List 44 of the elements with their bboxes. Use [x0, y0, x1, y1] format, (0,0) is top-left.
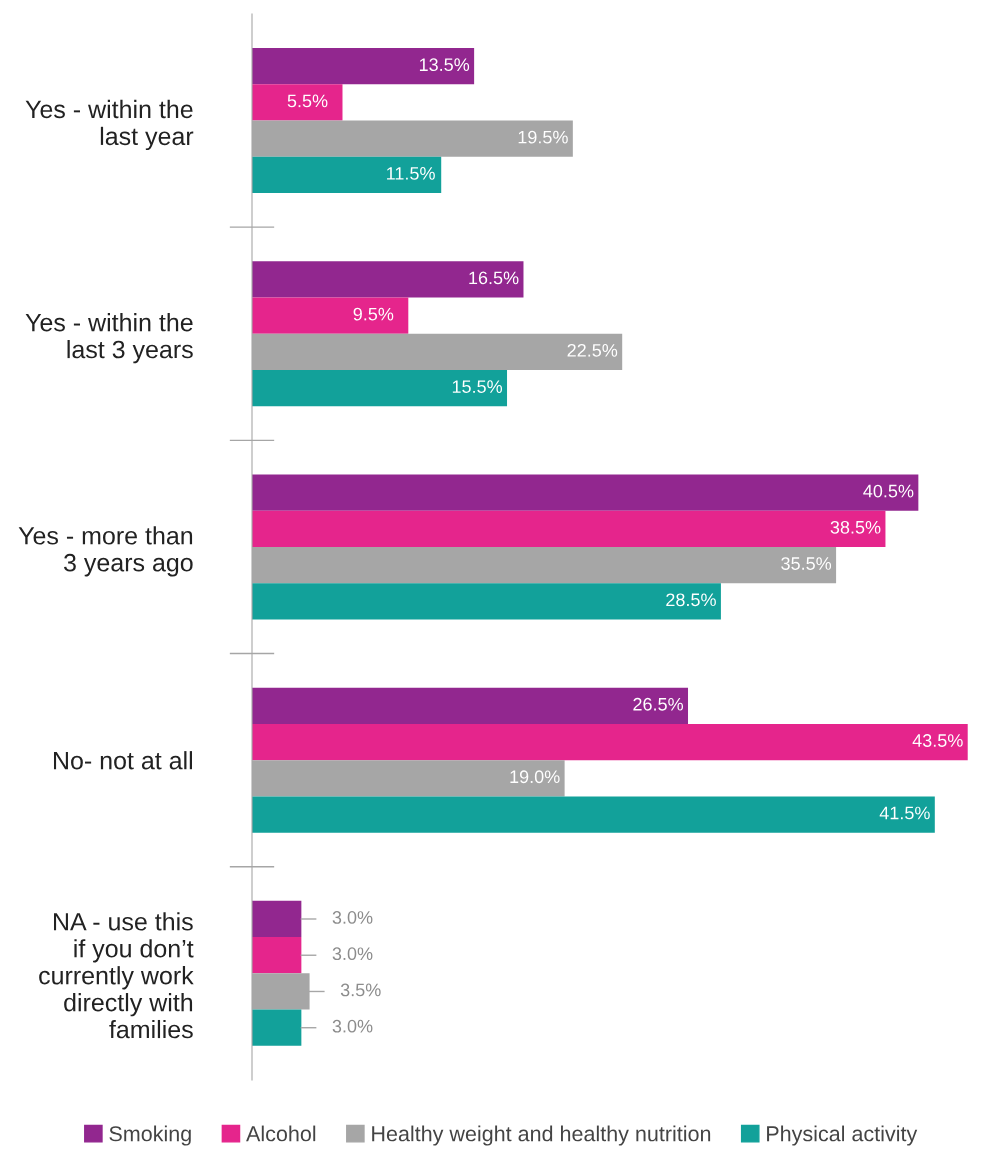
data-label: 15.5% — [452, 380, 503, 393]
bar — [252, 900, 302, 938]
data-label: 16.5% — [469, 271, 519, 285]
legend-label: Healthy weight and healthy nutrition — [372, 1125, 711, 1146]
y-tick-label: NA - use this if you don’t currently work directly with families — [39, 912, 194, 1039]
legend-label: Physical activity — [767, 1125, 918, 1146]
data-label: 38.5% — [830, 520, 881, 534]
data-label: 3.0% — [332, 911, 373, 924]
bar — [252, 1009, 302, 1046]
data-label: 35.5% — [781, 557, 832, 570]
data-label: 11.5% — [387, 167, 435, 180]
y-tick-label: Yes - within the last 3 years — [25, 313, 193, 364]
bar — [252, 48, 475, 85]
data-label: 19.0% — [510, 770, 560, 784]
bar — [252, 723, 968, 761]
bar — [252, 474, 919, 511]
bar — [252, 297, 409, 334]
y-tick-label: Yes - within the last year — [25, 99, 194, 151]
bar — [252, 687, 689, 724]
data-label: 41.5% — [879, 806, 930, 820]
data-label: 13.5% — [419, 58, 470, 72]
data-label: 3.5% — [340, 983, 381, 997]
legend-label: Smoking — [109, 1125, 191, 1146]
y-tick-label: Yes - more than 3 years ago — [18, 526, 193, 577]
data-label: 28.5% — [666, 593, 716, 607]
data-label: 3.0% — [332, 947, 373, 961]
bar — [252, 84, 343, 121]
data-label: 5.5% — [287, 94, 328, 108]
bar — [252, 510, 886, 547]
bar — [252, 261, 524, 298]
data-label: 43.5% — [912, 734, 963, 747]
legend-label: Alcohol — [246, 1125, 316, 1142]
bar — [252, 370, 508, 407]
bar — [252, 796, 935, 833]
data-label: 9.5% — [353, 307, 394, 321]
data-label: 40.5% — [863, 484, 914, 498]
y-tick-label: No- not at all — [53, 751, 193, 770]
data-label: 3.0% — [332, 1019, 373, 1033]
bar — [252, 583, 721, 620]
bar — [252, 156, 442, 194]
data-label: 19.5% — [518, 130, 568, 144]
bar — [252, 937, 302, 974]
data-label: 26.5% — [633, 697, 684, 711]
data-label: 22.5% — [567, 343, 618, 357]
